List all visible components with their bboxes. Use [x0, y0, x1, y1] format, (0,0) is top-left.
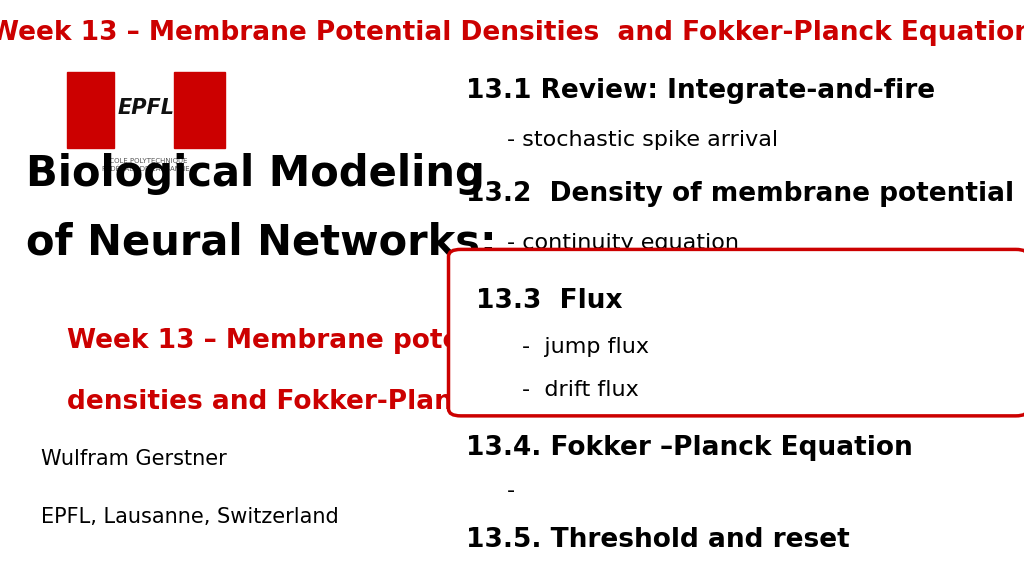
Text: Wulfram Gerstner: Wulfram Gerstner — [41, 449, 226, 469]
Text: - continuity equation: - continuity equation — [507, 233, 739, 253]
Text: densities and Fokker-Planck: densities and Fokker-Planck — [67, 389, 485, 415]
Text: 13.1 Review: Integrate-and-fire: 13.1 Review: Integrate-and-fire — [466, 78, 935, 104]
Text: Biological Modeling: Biological Modeling — [26, 153, 484, 195]
Text: 13.2  Density of membrane potential: 13.2 Density of membrane potential — [466, 181, 1014, 207]
Text: - stochastic spike arrival: - stochastic spike arrival — [507, 130, 778, 150]
Bar — [174, 72, 225, 148]
Text: of Neural Networks:: of Neural Networks: — [26, 222, 497, 264]
Text: EPFL, Lausanne, Switzerland: EPFL, Lausanne, Switzerland — [41, 507, 339, 527]
Text: -  jump flux: - jump flux — [522, 337, 649, 357]
Text: ÉCOLE POLYTECHNIQUE
FÉDÉRALE DE LAUSANNE: ÉCOLE POLYTECHNIQUE FÉDÉRALE DE LAUSANNE — [102, 157, 189, 172]
Text: -: - — [507, 567, 515, 576]
Text: 13.3  Flux: 13.3 Flux — [476, 288, 623, 314]
Text: 13.4. Fokker –Planck Equation: 13.4. Fokker –Planck Equation — [466, 435, 912, 461]
Text: -  drift flux: - drift flux — [522, 380, 639, 400]
Text: 13.5. Threshold and reset: 13.5. Threshold and reset — [466, 527, 850, 553]
Text: Week 13 – Membrane Potential Densities  and Fokker-Planck Equation: Week 13 – Membrane Potential Densities a… — [0, 20, 1024, 46]
Text: Week 13 – Membrane potential: Week 13 – Membrane potential — [67, 328, 527, 354]
Text: -: - — [507, 481, 515, 501]
FancyBboxPatch shape — [449, 249, 1024, 416]
Text: EPFL: EPFL — [118, 98, 174, 118]
Bar — [67, 72, 115, 148]
